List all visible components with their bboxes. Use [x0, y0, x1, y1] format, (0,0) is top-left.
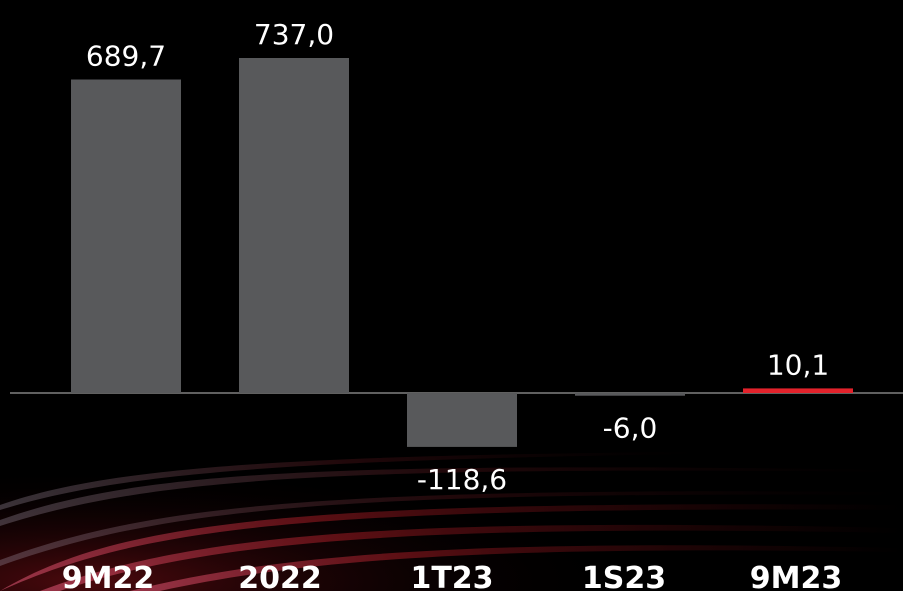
value-label-9m22: 689,7 — [86, 40, 166, 73]
value-label-1s23: -6,0 — [603, 412, 658, 445]
category-label-9m22: 9M22 — [62, 561, 154, 591]
bar-9m23 — [743, 388, 853, 393]
bar-1t23 — [407, 393, 517, 447]
category-label-1t23: 1T23 — [410, 561, 493, 591]
bar-2022 — [239, 58, 349, 393]
category-label-9m23: 9M23 — [750, 561, 842, 591]
bar-1s23 — [575, 393, 685, 396]
category-label-1s23: 1S23 — [582, 561, 666, 591]
value-labels: 689,7 737,0 -118,6 -6,0 10,1 — [86, 18, 829, 496]
bar-series — [71, 58, 853, 447]
value-label-9m23: 10,1 — [767, 348, 829, 381]
value-label-1t23: -118,6 — [417, 463, 507, 496]
category-labels: 9M22 2022 1T23 1S23 9M23 — [62, 561, 842, 591]
category-label-2022: 2022 — [238, 561, 322, 591]
bar-9m22 — [71, 79, 181, 393]
value-label-2022: 737,0 — [254, 18, 334, 51]
